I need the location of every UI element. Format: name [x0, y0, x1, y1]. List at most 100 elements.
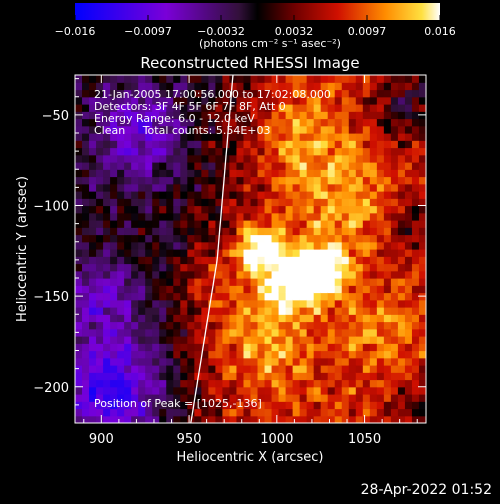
info-line-clean: Clean Total counts: 5.54E+03: [94, 124, 271, 137]
heatmap-cell: [89, 227, 97, 236]
heatmap-cell: [89, 321, 97, 330]
heatmap-cell: [271, 292, 280, 301]
heatmap-cell: [404, 147, 413, 156]
heatmap-cell: [159, 234, 167, 243]
heatmap-cell: [152, 372, 160, 381]
heatmap-cell: [173, 278, 181, 286]
heatmap-cell: [299, 82, 308, 91]
heatmap-cell: [376, 133, 385, 141]
heatmap-cell: [292, 154, 301, 163]
heatmap-cell: [229, 162, 238, 170]
heatmap-cell: [404, 249, 413, 257]
heatmap-cell: [89, 205, 97, 214]
heatmap-cell: [110, 372, 118, 381]
heatmap-cell: [306, 336, 315, 344]
heatmap-cell: [173, 154, 181, 163]
heatmap-cell: [194, 111, 202, 120]
heatmap-cell: [96, 321, 104, 330]
heatmap-cell: [348, 169, 357, 178]
heatmap-cell: [334, 176, 343, 185]
heatmap-cell: [96, 154, 104, 163]
colorbar-tick-label: −0.0032: [197, 25, 245, 38]
heatmap-cell: [292, 336, 301, 344]
heatmap-cell: [383, 118, 392, 127]
heatmap-cell: [82, 154, 90, 163]
heatmap-cell: [152, 350, 160, 359]
heatmap-cell: [320, 379, 329, 388]
heatmap-cell: [138, 89, 146, 98]
heatmap-cell: [187, 162, 195, 170]
heatmap-cell: [173, 321, 181, 330]
heatmap-cell: [313, 336, 322, 344]
heatmap-cell: [152, 307, 160, 315]
heatmap-cell: [208, 133, 216, 141]
heatmap-cell: [369, 133, 378, 141]
heatmap-cell: [404, 198, 413, 207]
heatmap-cell: [243, 270, 252, 279]
heatmap-cell: [159, 357, 167, 366]
heatmap-cell: [215, 176, 224, 185]
heatmap-cell: [201, 278, 209, 286]
heatmap-cell: [285, 299, 294, 308]
heatmap-cell: [124, 75, 132, 83]
heatmap-cell: [355, 89, 364, 98]
heatmap-cell: [341, 205, 350, 214]
heatmap-cell: [145, 75, 153, 83]
heatmap-cell: [124, 82, 132, 91]
heatmap-cell: [320, 147, 329, 156]
heatmap-cell: [250, 343, 259, 352]
heatmap-cell: [103, 299, 111, 308]
heatmap-cell: [271, 350, 280, 359]
heatmap-cell: [145, 183, 153, 192]
heatmap-cell: [383, 104, 392, 112]
heatmap-cell: [124, 125, 132, 134]
heatmap-cell: [383, 299, 392, 308]
heatmap-cell: [362, 343, 371, 352]
heatmap-cell: [327, 183, 336, 192]
heatmap-cell: [271, 212, 280, 221]
heatmap-cell: [131, 198, 139, 207]
heatmap-cell: [124, 314, 132, 323]
heatmap-cell: [278, 379, 287, 388]
heatmap-cell: [152, 408, 160, 417]
heatmap-cell: [215, 321, 224, 330]
heatmap-cell: [166, 328, 174, 337]
heatmap-cell: [418, 75, 426, 83]
heatmap-cell: [201, 118, 209, 127]
heatmap-cell: [404, 343, 413, 352]
heatmap-cell: [411, 227, 420, 236]
heatmap-cell: [82, 278, 90, 286]
heatmap-cell: [82, 270, 90, 279]
heatmap-cell: [103, 270, 111, 279]
heatmap-cell: [418, 198, 426, 207]
heatmap-cell: [264, 82, 273, 91]
heatmap-cell: [397, 191, 406, 199]
heatmap-cell: [166, 111, 174, 120]
heatmap-cell: [166, 176, 174, 185]
heatmap-cell: [285, 176, 294, 185]
heatmap-cell: [117, 379, 125, 388]
heatmap-cell: [285, 307, 294, 315]
heatmap-cell: [306, 118, 315, 127]
heatmap-cell: [145, 147, 153, 156]
heatmap-cell: [236, 234, 245, 243]
heatmap-cell: [89, 169, 97, 178]
heatmap-cell: [390, 227, 399, 236]
heatmap-cell: [117, 234, 125, 243]
heatmap-cell: [159, 386, 167, 395]
heatmap-cell: [89, 285, 97, 294]
heatmap-cell: [110, 154, 118, 163]
heatmap-cell: [285, 154, 294, 163]
heatmap-cell: [313, 357, 322, 366]
heatmap-cell: [173, 162, 181, 170]
heatmap-cell: [306, 89, 315, 98]
heatmap-cell: [404, 154, 413, 163]
heatmap-cell: [117, 278, 125, 286]
heatmap-cell: [159, 147, 167, 156]
heatmap-cell: [348, 212, 357, 221]
heatmap-cell: [180, 89, 188, 98]
heatmap-cell: [110, 415, 118, 423]
heatmap-cell: [124, 401, 132, 410]
heatmap-cell: [278, 401, 287, 410]
heatmap-cell: [131, 154, 139, 163]
